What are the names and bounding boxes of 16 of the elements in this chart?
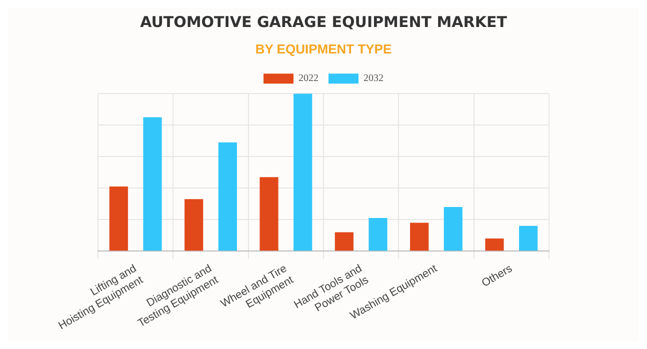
bar (368, 218, 388, 251)
bar (143, 117, 162, 251)
bar (334, 232, 354, 251)
chart-title: AUTOMOTIVE GARAGE EQUIPMENT MARKET (140, 12, 508, 31)
legend-label: 2032 (364, 73, 384, 84)
chart-subtitle: BY EQUIPMENT TYPE (255, 41, 392, 56)
legend-label: 2022 (298, 73, 318, 84)
bar (519, 226, 538, 251)
bar (109, 186, 128, 251)
bar (218, 142, 237, 251)
bar (410, 222, 429, 251)
bar (260, 177, 278, 251)
bar (485, 238, 504, 251)
bar (184, 199, 204, 251)
bar (294, 94, 312, 251)
bar (444, 207, 462, 251)
